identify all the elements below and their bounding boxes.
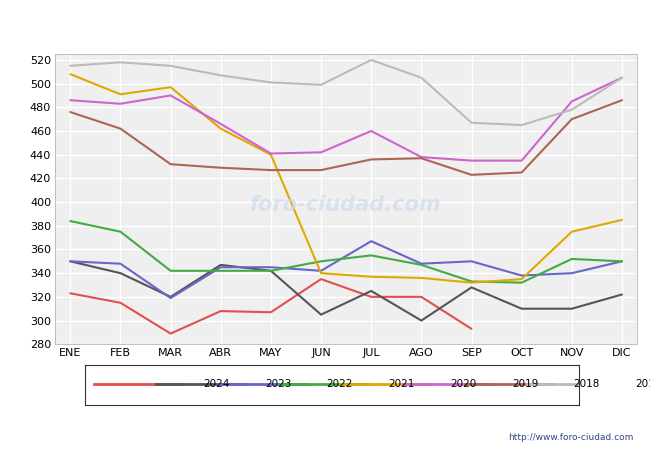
Text: 2024: 2024 <box>203 379 229 389</box>
Text: foro-ciudad.com: foro-ciudad.com <box>250 195 442 215</box>
Text: http://www.foro-ciudad.com: http://www.foro-ciudad.com <box>508 433 634 442</box>
Text: 2021: 2021 <box>388 379 415 389</box>
Text: Afiliados en Piñar a 30/9/2024: Afiliados en Piñar a 30/9/2024 <box>201 18 449 36</box>
Text: 2020: 2020 <box>450 379 476 389</box>
Text: 2017: 2017 <box>635 379 650 389</box>
Text: 2018: 2018 <box>573 379 600 389</box>
Text: 2022: 2022 <box>326 379 353 389</box>
Text: 2023: 2023 <box>265 379 291 389</box>
Text: 2019: 2019 <box>512 379 538 389</box>
